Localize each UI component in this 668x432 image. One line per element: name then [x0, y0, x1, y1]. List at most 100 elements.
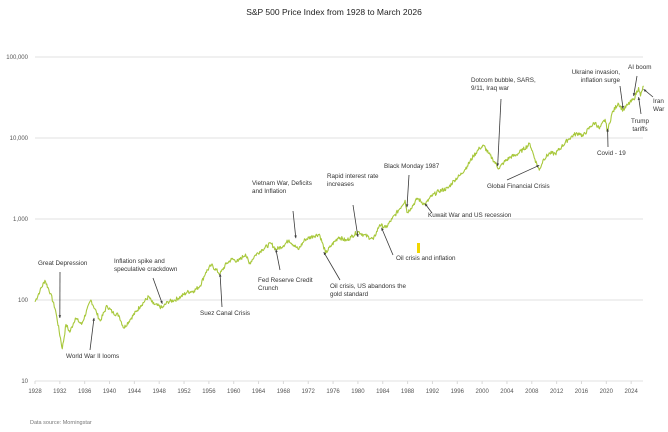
arrowhead-icon	[92, 317, 95, 321]
annotation: Kuwait War and US recession	[424, 203, 512, 219]
arrowhead-icon	[643, 89, 647, 92]
annotation-label: Oil crisis, US abandons the gold standard	[330, 283, 406, 298]
annotation-arrow	[406, 174, 410, 208]
arrowhead-icon	[637, 97, 641, 100]
x-tick-label: 1996	[451, 389, 465, 395]
annotation-arrow	[89, 317, 95, 351]
annotation-line: Oil crisis, US abandons the	[330, 283, 406, 290]
annotation-line: Global Financial Crisis	[487, 183, 550, 190]
annotation-line: Covid - 19	[597, 150, 626, 157]
annotation: Covid - 19	[597, 128, 626, 157]
annotation-arrow	[323, 251, 341, 281]
x-tick-label: 1936	[78, 389, 92, 395]
gridlines	[35, 56, 643, 382]
annotation: Oil crisis and inflation	[381, 227, 456, 262]
x-tick-label: 2004	[500, 389, 514, 395]
annotations: Great Depression World War II looms Inflat…	[38, 64, 664, 360]
annotation-label: Ukraine invasion, inflation surge	[572, 69, 621, 84]
x-tick-label: 1960	[227, 389, 241, 395]
x-axis-ticks: 1928 1932 1936 1940 1944 1948 1952 1956 1960 1964…	[28, 381, 638, 395]
highlight-marker	[417, 243, 420, 253]
annotation-line: Vietnam War, Deficits	[252, 180, 312, 187]
annotation-line: Great Depression	[38, 260, 88, 267]
x-tick-label: 1932	[53, 389, 67, 395]
y-tick-label: 100	[18, 298, 29, 304]
annotation-arrow	[275, 249, 281, 271]
arrowhead-icon	[160, 300, 163, 304]
source-note: Data source: Morningstar	[30, 420, 92, 426]
x-tick-label: 1992	[426, 389, 440, 395]
annotation-line: Inflation spike and	[114, 258, 165, 265]
annotation: World War II looms	[66, 317, 119, 360]
x-tick-label: 1984	[376, 389, 390, 395]
annotation: Oil crisis, US abandons the gold standard	[323, 251, 406, 298]
arrowhead-icon	[632, 93, 636, 97]
x-tick-label: 1956	[202, 389, 216, 395]
annotation-label: AI boom	[628, 64, 651, 71]
annotation-arrow	[633, 75, 638, 97]
annotation: Ukraine invasion, inflation surge	[572, 69, 625, 109]
arrowhead-icon	[496, 163, 500, 167]
annotation-arrow	[381, 227, 394, 256]
annotation-label: World War II looms	[66, 353, 119, 360]
annotation-line: inflation surge	[581, 77, 621, 84]
x-tick-label: 2000	[475, 389, 489, 395]
x-tick-label: 1976	[326, 389, 340, 395]
arrowhead-icon	[606, 128, 609, 132]
annotation-label: Iran War	[653, 98, 664, 113]
annotation: Rapid interest rate increases	[327, 173, 379, 238]
arrowhead-icon	[621, 105, 625, 109]
annotation: Black Monday 1987	[384, 163, 440, 208]
annotation-label: Kuwait War and US recession	[428, 212, 512, 219]
annotation-arrow	[292, 210, 297, 239]
annotation-line: tariffs	[632, 126, 647, 133]
arrowhead-icon	[275, 249, 278, 253]
arrowhead-icon	[356, 234, 359, 237]
annotation-label: Oil crisis and inflation	[396, 255, 456, 262]
x-tick-label: 2020	[600, 389, 614, 395]
annotation-line: Dotcom bubble, SARS,	[471, 77, 536, 84]
annotation-line: gold standard	[330, 291, 369, 298]
annotation-label: Great Depression	[38, 260, 88, 267]
arrowhead-icon	[536, 165, 540, 168]
y-tick-label: 10	[21, 379, 28, 385]
x-tick-label: 1928	[28, 389, 42, 395]
x-tick-label: 2012	[550, 389, 564, 395]
annotation-label: Trump tariffs	[631, 118, 649, 133]
annotation-label: Inflation spike and speculative crackdown	[114, 258, 178, 273]
annotation-line: Iran	[653, 98, 664, 105]
annotation: Great Depression	[38, 260, 88, 318]
x-tick-label: 1944	[128, 389, 142, 395]
annotation-line: Trump	[631, 118, 649, 125]
annotation-arrow	[497, 98, 502, 167]
x-tick-label: 1968	[277, 389, 291, 395]
annotation-label: Global Financial Crisis	[487, 183, 550, 190]
y-tick-label: 10,000	[10, 136, 29, 142]
x-tick-label: 1980	[351, 389, 365, 395]
annotation-arrow	[219, 273, 223, 308]
annotation-label: Vietnam War, Deficits and Inflation	[252, 180, 312, 195]
annotation-line: Suez Canal Crisis	[200, 310, 250, 317]
annotation-label: Fed Reserve Credit Crunch	[258, 277, 313, 292]
annotation-line: 9/11, Iraq war	[471, 85, 509, 92]
arrowhead-icon	[424, 203, 428, 207]
annotation-line: Fed Reserve Credit	[258, 277, 313, 284]
annotation-arrow	[152, 277, 163, 304]
series-line-sp500	[34, 85, 644, 350]
annotation: Suez Canal Crisis	[200, 273, 250, 317]
annotation: AI boom	[628, 64, 651, 97]
annotation: Dotcom bubble, SARS, 9/11, Iraq war	[471, 77, 536, 167]
x-tick-label: 1964	[252, 389, 266, 395]
annotation-arrow	[619, 85, 624, 109]
x-tick-label: 2008	[525, 389, 539, 395]
annotation-arrow	[506, 164, 540, 181]
annotation: Vietnam War, Deficits and Inflation	[252, 180, 312, 239]
annotation-line: Rapid interest rate	[327, 173, 379, 180]
annotation: Trump tariffs	[631, 97, 649, 133]
annotation-line: Ukraine invasion,	[572, 69, 621, 76]
x-tick-label: 1952	[177, 389, 191, 395]
annotation-line: Kuwait War and US recession	[428, 212, 512, 219]
annotation: Iran War	[643, 88, 664, 113]
annotation-label: Dotcom bubble, SARS, 9/11, Iraq war	[471, 77, 536, 92]
